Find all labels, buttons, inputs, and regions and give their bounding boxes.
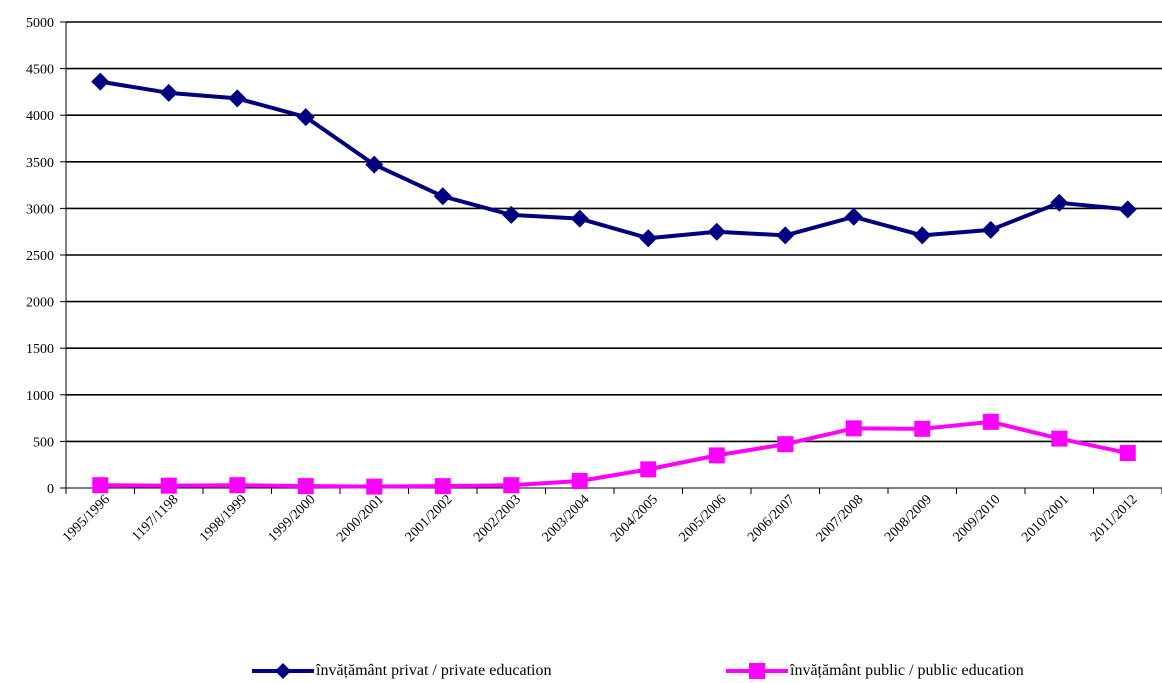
y-tick-label-2500: 2500 xyxy=(26,249,54,264)
data-point-s1-13 xyxy=(982,413,999,430)
data-point-s0-14 xyxy=(1050,193,1069,212)
legend-label-public: învățământ public / public education xyxy=(790,662,1024,679)
x-tick-label-15: 2011/2012 xyxy=(1088,492,1141,545)
series-line-0 xyxy=(99,79,1128,241)
series-line-1 xyxy=(100,419,1129,489)
data-point-s0-11 xyxy=(844,207,863,226)
data-point-s1-6 xyxy=(503,477,520,494)
line-chart: 0 500 1000 1500 2000 2500 3000 3500 4000 4500 5000… xyxy=(26,16,1162,545)
data-point-s0-3 xyxy=(296,108,315,127)
data-point-s0-0 xyxy=(91,72,110,91)
y-tick-label-5000: 5000 xyxy=(26,16,54,31)
data-point-s0-7 xyxy=(570,209,589,228)
x-tick-label-10: 2006/2007 xyxy=(745,492,798,545)
gridlines xyxy=(66,21,1162,443)
x-tick-label-6: 2002/2003 xyxy=(471,492,524,545)
data-point-s1-0 xyxy=(92,477,109,494)
data-point-s1-1 xyxy=(160,477,177,494)
legend-marker-public xyxy=(726,663,788,679)
legend-marker-private xyxy=(252,663,314,679)
x-tick-label-12: 2008/2009 xyxy=(882,492,935,545)
data-point-s0-4 xyxy=(365,155,384,174)
x-tick-label-13: 2009/2010 xyxy=(951,492,1004,545)
data-point-s0-2 xyxy=(228,89,247,108)
data-point-s0-12 xyxy=(913,226,932,245)
y-tick-label-4000: 4000 xyxy=(26,109,54,124)
y-tick-label-3500: 3500 xyxy=(26,156,54,171)
data-point-s0-13 xyxy=(981,220,1000,239)
x-tick-label-7: 2003/2004 xyxy=(540,492,593,545)
x-tick-label-0: 1995/1996 xyxy=(60,492,113,545)
data-point-s1-12 xyxy=(914,420,931,437)
data-point-s1-15 xyxy=(1119,445,1136,462)
data-point-s1-3 xyxy=(297,478,314,495)
x-tick-label-5: 2001/2002 xyxy=(403,492,456,545)
data-point-s1-7 xyxy=(571,473,588,490)
data-point-s0-9 xyxy=(707,222,726,241)
data-point-s1-5 xyxy=(434,478,451,495)
data-point-s1-9 xyxy=(708,447,725,464)
x-tick-label-14: 2010/2001 xyxy=(1019,492,1072,545)
series-layer xyxy=(91,72,1137,495)
data-point-s1-10 xyxy=(777,436,794,453)
data-point-s1-8 xyxy=(640,461,657,478)
y-tick-label-500: 500 xyxy=(33,435,54,450)
x-axis-ticks: 1995/1996 1197/1198 1998/1999 1999/2000 2000… xyxy=(60,488,1162,545)
y-tick-label-1000: 1000 xyxy=(26,389,54,404)
x-tick-label-2: 1998/1999 xyxy=(197,492,250,545)
x-tick-label-3: 1999/2000 xyxy=(266,492,319,545)
x-tick-label-4: 2000/2001 xyxy=(334,492,387,545)
y-axis-ticks: 0 500 1000 1500 2000 2500 3000 3500 4000 4500 5000 xyxy=(26,16,66,497)
x-tick-label-9: 2005/2006 xyxy=(677,492,730,545)
x-tick-label-1: 1197/1198 xyxy=(129,492,181,544)
data-point-s0-10 xyxy=(776,226,795,245)
data-point-s0-1 xyxy=(159,83,178,102)
y-tick-label-2000: 2000 xyxy=(26,296,54,311)
legend-label-private: învățământ privat / private education xyxy=(316,662,552,679)
y-tick-label-0: 0 xyxy=(47,482,54,497)
data-point-s1-14 xyxy=(1051,430,1068,447)
data-point-s1-11 xyxy=(845,420,862,437)
y-tick-label-4500: 4500 xyxy=(26,63,54,78)
data-point-s0-15 xyxy=(1118,200,1137,219)
data-point-s0-8 xyxy=(639,229,658,248)
legend-item-private: învățământ privat / private education xyxy=(252,660,551,682)
data-point-s0-6 xyxy=(502,205,521,224)
data-point-s0-5 xyxy=(433,187,452,206)
y-tick-label-3000: 3000 xyxy=(26,202,54,217)
data-point-s1-2 xyxy=(229,477,246,494)
legend-item-public: învățământ public / public education xyxy=(726,660,1024,682)
data-point-s1-4 xyxy=(366,478,383,495)
y-tick-label-1500: 1500 xyxy=(26,342,54,357)
x-tick-label-11: 2007/2008 xyxy=(814,492,867,545)
x-tick-label-8: 2004/2005 xyxy=(608,492,661,545)
